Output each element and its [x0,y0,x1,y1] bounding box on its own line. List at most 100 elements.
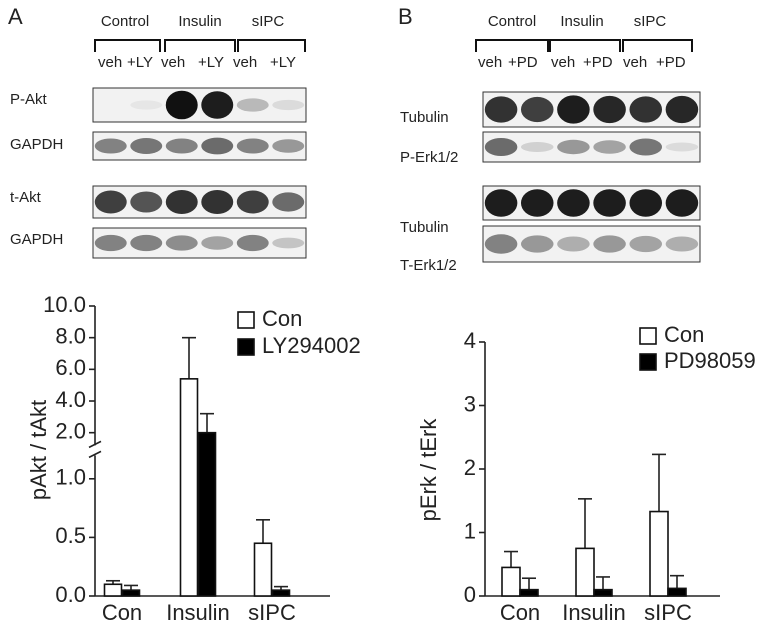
legend-swatch [237,311,255,329]
y-tick-label: 6.0 [55,355,86,380]
lane-label: veh [233,54,257,71]
blot-label: t-Akt [10,189,42,206]
band [484,138,518,156]
group-label: sIPC [634,13,667,30]
band [593,140,626,154]
blot [92,185,307,219]
band [130,191,163,213]
band [593,189,626,217]
lane-label: veh [478,54,502,71]
y-tick-label: 1 [464,518,476,543]
blot-label: P-Erk1/2 [400,149,458,166]
lane-label: +LY [198,54,224,71]
band [520,142,554,152]
band [165,90,198,120]
lane-label: veh [623,54,647,71]
legend-swatch [639,353,657,371]
band [236,138,269,154]
band [201,236,234,250]
band [557,236,590,252]
band [165,190,198,214]
lane-label: +PD [656,54,686,71]
bar [519,588,539,597]
legend-label: PD98059 [664,348,756,373]
panel-label: B [398,4,413,29]
blot [482,91,701,128]
bracket [622,39,693,52]
y-tick-label: 3 [464,391,476,416]
blot-label: Tubulin [400,109,449,126]
band [272,192,305,212]
y-tick-label: 0.0 [55,582,86,607]
blot [482,225,701,263]
x-tick-label: Con [500,600,540,625]
band [665,142,699,152]
band [94,190,127,214]
bar [593,588,613,597]
bar [197,431,217,597]
blot-label: GAPDH [10,136,63,153]
y-tick-label: 4.0 [55,387,86,412]
band [484,234,518,254]
bracket [549,39,621,52]
band [272,237,305,249]
bracket [94,39,161,52]
bracket [164,39,236,52]
blot [92,131,307,161]
group-label: Control [101,13,149,30]
blot [482,131,701,163]
band [665,95,699,124]
lane-label: +LY [270,54,296,71]
x-tick-label: sIPC [644,600,692,625]
band [557,139,590,155]
group-label: Insulin [178,13,221,30]
x-tick-label: Insulin [562,600,626,625]
band [236,98,269,112]
band [130,234,163,252]
band [236,234,269,252]
lane-label: veh [161,54,185,71]
y-tick-label: 0.5 [55,523,86,548]
y-tick-label: 2 [464,455,476,480]
band [201,190,234,214]
bar [253,542,273,597]
band [593,95,626,124]
y-tick-label: 10.0 [43,292,86,317]
band [520,235,554,253]
y-tick-label: 2.0 [55,418,86,443]
band [201,91,234,119]
band [629,138,663,156]
band [272,99,305,111]
bar [121,589,141,597]
band [629,189,663,217]
band [665,189,699,217]
y-tick-label: 0 [464,582,476,607]
group-label: Control [488,13,536,30]
y-tick-label: 1.0 [55,465,86,490]
band [484,96,518,123]
bar [667,587,687,597]
band [201,137,234,155]
band [236,190,269,214]
band [557,189,590,217]
bar [179,378,199,597]
band [629,96,663,123]
x-tick-label: sIPC [248,600,296,625]
band [165,138,198,154]
legend-label: Con [262,306,302,331]
bar [271,589,291,597]
band [557,95,590,124]
bracket [475,39,549,52]
lane-label: +PD [583,54,613,71]
panel-label: A [8,4,23,29]
band [593,235,626,253]
y-tick-label: 8.0 [55,323,86,348]
band [130,138,163,154]
legend-label: LY294002 [262,333,361,358]
group-label: sIPC [252,13,285,30]
lane-label: veh [98,54,122,71]
group-label: Insulin [560,13,603,30]
blot-label: Tubulin [400,219,449,236]
y-axis-label: pErk / tErk [416,418,441,522]
band [130,100,163,110]
